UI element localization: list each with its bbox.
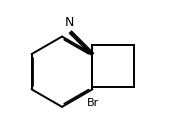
Text: Br: Br <box>87 98 99 108</box>
Text: N: N <box>65 16 74 29</box>
